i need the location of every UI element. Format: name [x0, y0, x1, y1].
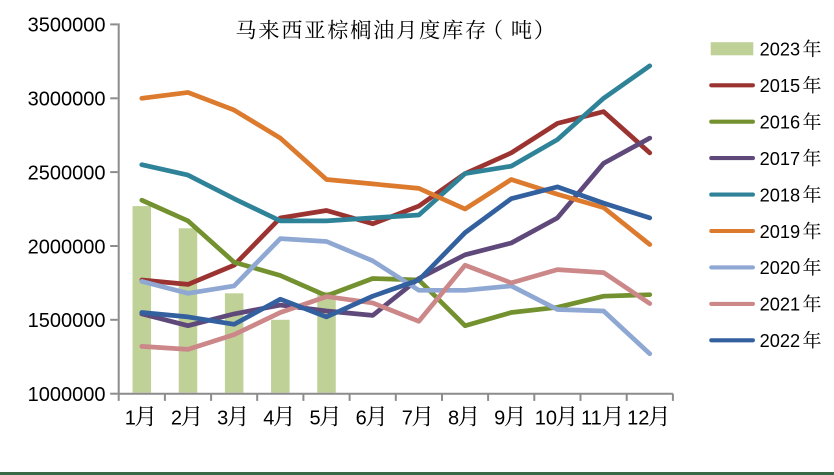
svg-text:2016: 2016	[760, 113, 800, 133]
svg-text:6: 6	[356, 408, 367, 430]
svg-text:1: 1	[125, 408, 136, 430]
svg-text:12: 12	[627, 408, 649, 430]
svg-text:2: 2	[171, 408, 182, 430]
svg-text:2021: 2021	[760, 295, 800, 315]
svg-text:2018: 2018	[760, 185, 800, 205]
svg-text:7: 7	[402, 408, 413, 430]
svg-text:3500000: 3500000	[28, 15, 106, 37]
svg-text:9: 9	[494, 408, 505, 430]
svg-text:3: 3	[217, 408, 228, 430]
svg-text:2500000: 2500000	[28, 162, 106, 184]
svg-text:2017: 2017	[760, 149, 800, 169]
svg-text:2020: 2020	[760, 258, 800, 278]
svg-text:2015: 2015	[760, 76, 800, 96]
svg-text:8: 8	[448, 408, 459, 430]
svg-text:2022: 2022	[760, 331, 800, 351]
svg-text:2019: 2019	[760, 222, 800, 242]
svg-text:1000000: 1000000	[28, 384, 106, 406]
svg-text:11: 11	[581, 408, 602, 430]
svg-text:4: 4	[263, 408, 274, 430]
svg-text:10: 10	[535, 408, 557, 430]
svg-text:2023: 2023	[760, 40, 800, 60]
svg-text:1500000: 1500000	[28, 310, 106, 332]
svg-text:3000000: 3000000	[28, 89, 106, 111]
svg-text:5: 5	[309, 408, 320, 430]
svg-text:2000000: 2000000	[28, 236, 106, 258]
